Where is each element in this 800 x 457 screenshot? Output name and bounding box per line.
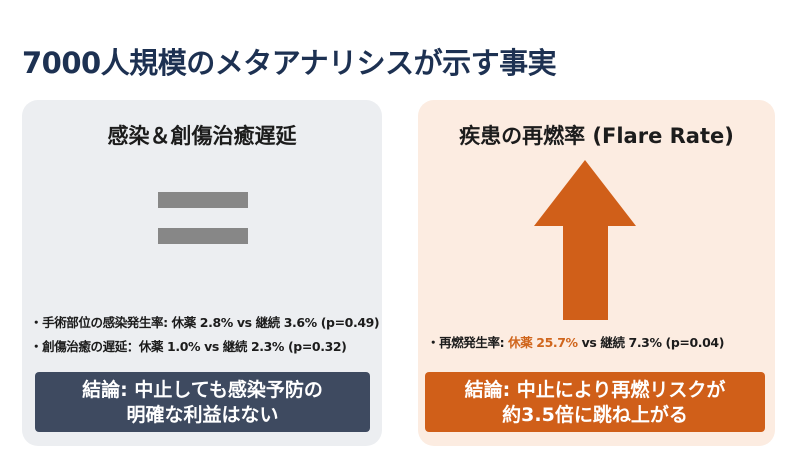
up-arrow-icon: [534, 160, 636, 320]
flare-rate-bullet: ・再燃発生率: 休薬 25.7% vs 継続 7.3% (p=0.04): [427, 332, 724, 351]
flare-card-title: 疾患の再燃率 (Flare Rate): [459, 124, 734, 148]
flare-conclusion-box: 結論: 中止により再燃リスクが 約3.5倍に跳ね上がる: [425, 372, 765, 432]
flare-rate-comparison: vs 継続 7.3% (p=0.04): [577, 335, 725, 350]
infection-card-title: 感染＆創傷治癒遅延: [107, 124, 297, 148]
infection-conclusion-box: 結論: 中止しても感染予防の 明確な利益はない: [35, 372, 370, 432]
infection-rate-bullet: ・手術部位の感染発生率: 休薬 2.8% vs 継続 3.6% (p=0.49): [30, 315, 380, 330]
wound-healing-bullet: ・創傷治癒の遅延：休薬 1.0% vs 継続 2.3% (p=0.32): [30, 339, 347, 354]
conclusion-line-2: 明確な利益はない: [126, 404, 279, 426]
flare-rate-label: ・再燃発生率:: [427, 335, 509, 350]
conclusion-line-2: 約3.5倍に跳ね上がる: [502, 404, 688, 426]
conclusion-line-1: 結論: 中止しても感染予防の: [82, 379, 323, 401]
page-title: 7000人規模のメタアナリシスが示す事実: [22, 46, 557, 80]
conclusion-line-1: 結論: 中止により再燃リスクが: [464, 379, 726, 401]
flare-rate-highlight: 休薬 25.7%: [508, 335, 578, 350]
